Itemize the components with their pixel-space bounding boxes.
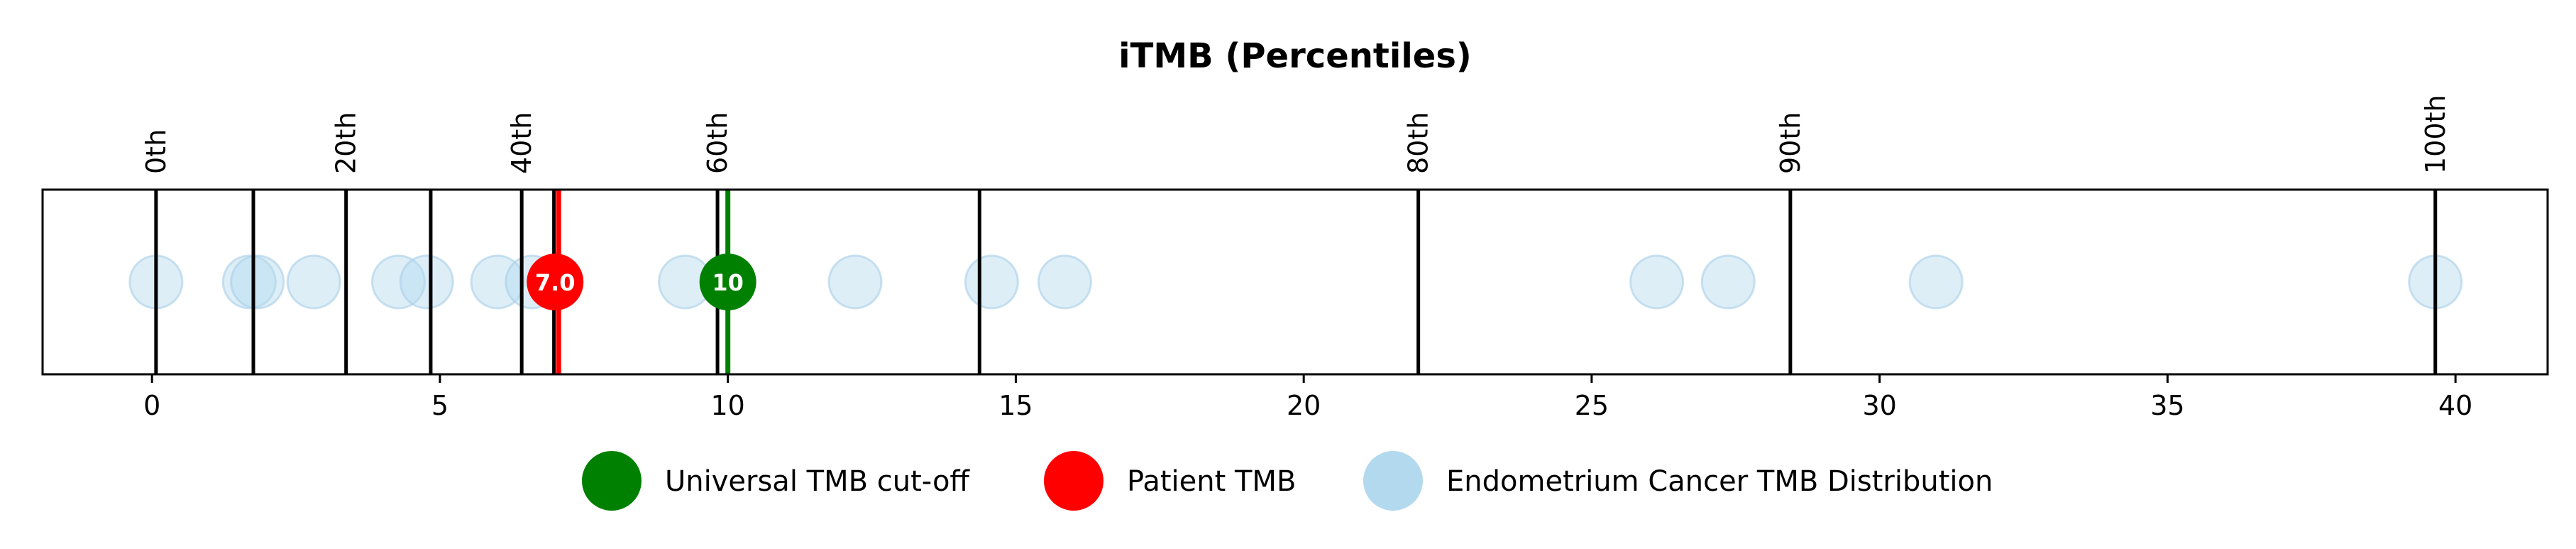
x-tick-label: 30	[1862, 390, 1896, 421]
x-tick-label: 25	[1575, 390, 1609, 421]
legend-marker	[1044, 451, 1103, 511]
legend-label: Universal TMB cut-off	[665, 465, 970, 498]
distribution-point	[230, 254, 285, 310]
distribution-point	[371, 254, 426, 310]
plot-area: 0th 20th 40th 60th 80th 90th 100th 7.0 10 0 5 10 15 2…	[41, 94, 2549, 421]
distribution-point	[827, 254, 883, 310]
x-tick-label: 15	[998, 390, 1033, 421]
percentile-label: 60th	[702, 112, 733, 174]
x-tick-label: 40	[2438, 390, 2472, 421]
legend-marker	[1363, 451, 1423, 511]
legend-label: Endometrium Cancer TMB Distribution	[1446, 465, 1993, 498]
percentile-label: 40th	[506, 112, 537, 174]
cutoff-tmb-label: 10	[712, 269, 744, 296]
x-tick-label: 10	[710, 390, 744, 421]
cutoff-tmb-marker	[699, 254, 756, 310]
percentile-label: 90th	[1775, 112, 1806, 174]
patient-tmb-marker	[527, 254, 584, 310]
distribution-point	[1629, 254, 1685, 310]
percentile-label: 100th	[2420, 94, 2451, 174]
distribution-point	[470, 254, 525, 310]
distribution-point	[399, 254, 454, 310]
chart-title: iTMB (Percentiles)	[1118, 36, 1472, 76]
legend-label: Patient TMB	[1127, 465, 1296, 498]
x-tick-label: 35	[2150, 390, 2184, 421]
distribution-point	[1908, 254, 1964, 310]
distribution-point	[286, 254, 341, 310]
percentile-label: 20th	[331, 112, 362, 174]
distribution-point	[1700, 254, 1756, 310]
patient-tmb-label: 7.0	[535, 269, 576, 296]
x-tick-label: 20	[1287, 390, 1321, 421]
percentile-label: 80th	[1403, 112, 1434, 174]
distribution-point	[964, 254, 1019, 310]
distribution-point	[1037, 254, 1092, 310]
x-tick-label: 5	[431, 390, 448, 421]
plot-frame	[41, 188, 2549, 376]
distribution-point	[221, 254, 277, 310]
legend: Universal TMB cut-off Patient TMB Endometr…	[582, 451, 1993, 511]
x-tick-label: 0	[143, 390, 160, 421]
legend-marker	[582, 451, 642, 511]
percentile-label: 0th	[141, 129, 172, 174]
